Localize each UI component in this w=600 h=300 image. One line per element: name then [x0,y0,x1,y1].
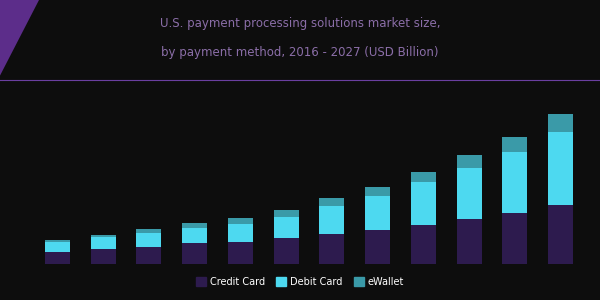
Bar [457,168,482,219]
Bar [319,234,344,264]
Bar [45,240,70,242]
Bar [182,228,207,243]
Bar [319,206,344,234]
Bar [274,238,299,264]
Bar [228,218,253,224]
Text: U.S. payment processing solutions market size,: U.S. payment processing solutions market… [160,17,440,30]
Bar [136,247,161,264]
Bar [182,243,207,264]
Bar [365,230,390,264]
Bar [228,242,253,264]
Bar [457,155,482,168]
Bar [548,114,573,132]
Bar [457,219,482,264]
Bar [365,187,390,196]
Polygon shape [0,0,39,76]
Bar [182,224,207,228]
Bar [274,210,299,217]
Bar [91,235,116,237]
Bar [411,225,436,264]
Bar [411,182,436,225]
Bar [548,132,573,205]
Bar [502,213,527,264]
Bar [411,172,436,182]
Text: by payment method, 2016 - 2027 (USD Billion): by payment method, 2016 - 2027 (USD Bill… [161,46,439,59]
Bar [502,137,527,152]
Bar [274,217,299,238]
Bar [228,224,253,242]
Bar [136,233,161,247]
Bar [45,251,70,264]
Bar [91,249,116,264]
Bar [548,205,573,264]
Bar [91,237,116,249]
Bar [136,229,161,233]
Bar [319,198,344,206]
Legend: Credit Card, Debit Card, eWallet: Credit Card, Debit Card, eWallet [192,273,408,291]
Bar [365,196,390,230]
Bar [502,152,527,213]
Bar [45,242,70,251]
